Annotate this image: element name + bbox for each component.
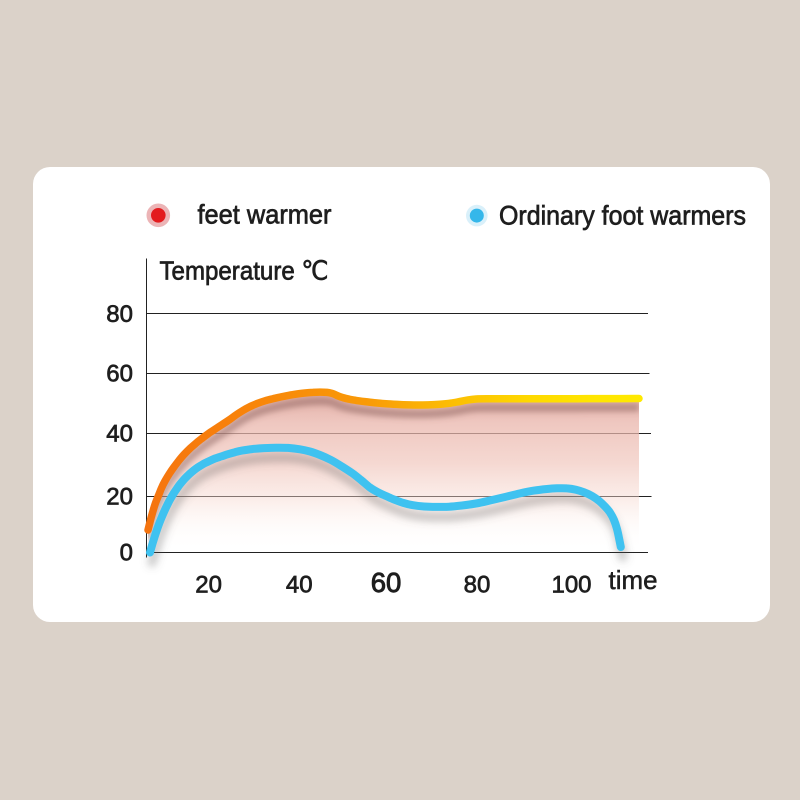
svg-text:40: 40 [106, 421, 133, 448]
svg-text:Temperature ℃: Temperature ℃ [160, 256, 329, 286]
svg-text:20: 20 [195, 572, 222, 599]
svg-text:40: 40 [286, 572, 313, 599]
svg-text:20: 20 [106, 484, 133, 511]
svg-text:Ordinary foot warmers: Ordinary foot warmers [499, 201, 746, 231]
svg-text:80: 80 [464, 572, 491, 599]
svg-text:0: 0 [120, 540, 133, 567]
svg-text:feet warmer: feet warmer [198, 200, 332, 230]
svg-text:100: 100 [551, 572, 591, 599]
svg-text:time: time [609, 565, 658, 595]
svg-text:80: 80 [106, 301, 133, 328]
svg-text:60: 60 [106, 361, 133, 388]
svg-text:60: 60 [371, 567, 402, 598]
